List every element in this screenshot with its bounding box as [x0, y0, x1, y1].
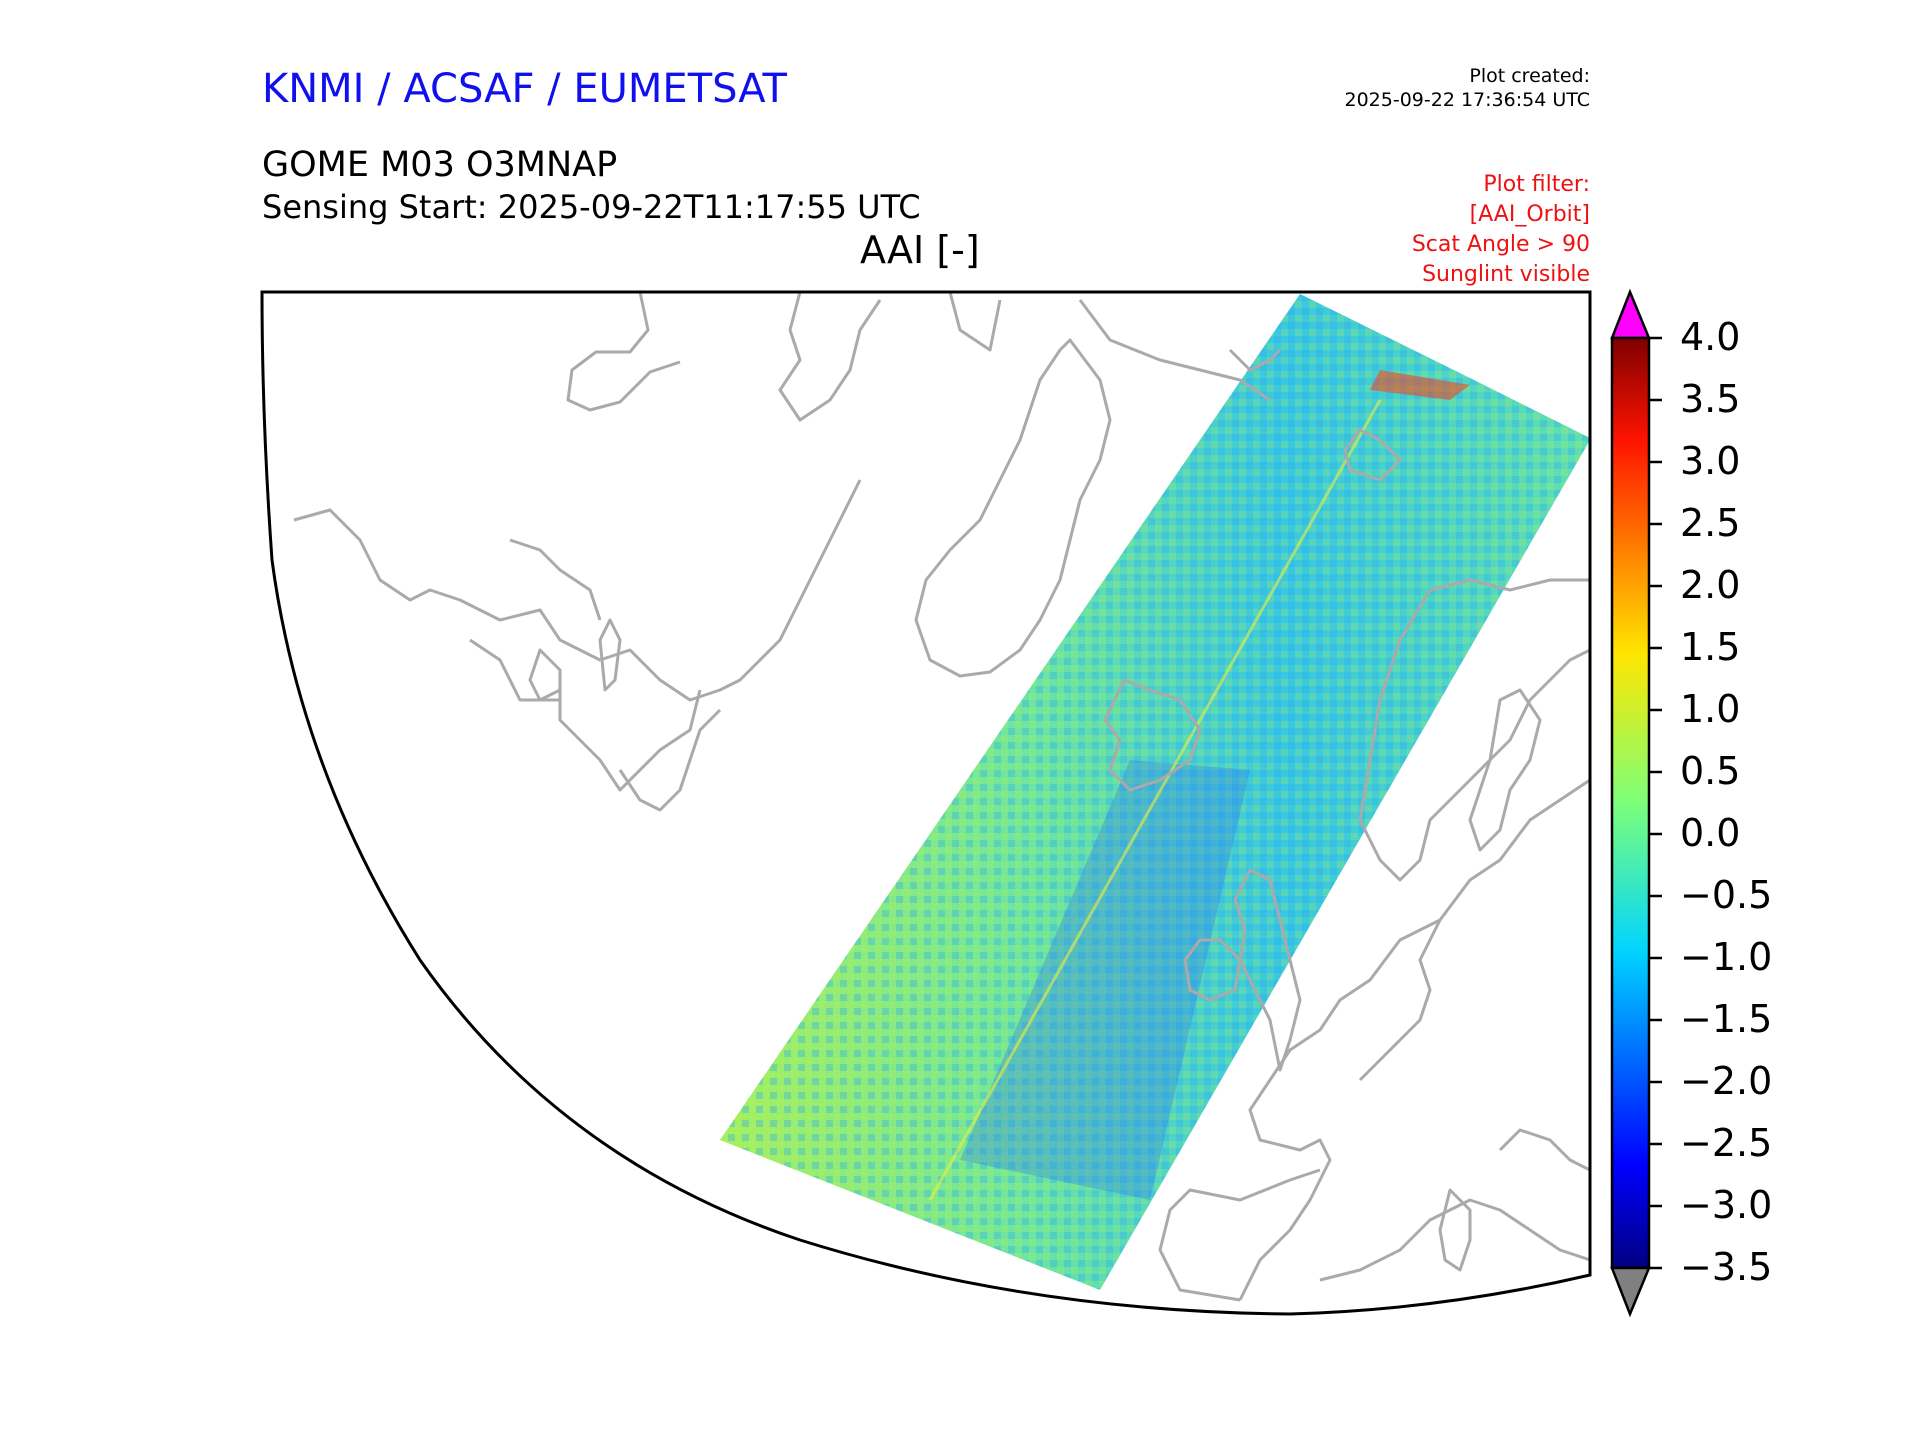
colorbar-tick-label: 4.0 — [1680, 315, 1741, 359]
colorbar-tick-label: 1.5 — [1680, 625, 1741, 669]
colorbar-scale — [1610, 336, 1651, 1270]
colorbar-tick-label: 2.5 — [1680, 501, 1741, 545]
colorbar-tick-label: −3.0 — [1680, 1183, 1773, 1227]
product-name: GOME M03 O3MNAP — [262, 145, 618, 185]
sensing-start: Sensing Start: 2025-09-22T11:17:55 UTC — [262, 188, 921, 226]
colorbar-tick-label: −0.5 — [1680, 873, 1773, 917]
plot-filter-line: Scat Angle > 90 — [1411, 232, 1590, 257]
colorbar-under-arrow — [1610, 1266, 1651, 1318]
map-frame — [260, 290, 1592, 1316]
colorbar-tick-label: 2.0 — [1680, 563, 1741, 607]
colorbar — [1610, 288, 1662, 1318]
plot-created-time: 2025-09-22 17:36:54 UTC — [1344, 89, 1591, 111]
colorbar-tick-label: −1.5 — [1680, 997, 1773, 1041]
plot-created-label: Plot created: — [1469, 65, 1590, 87]
colorbar-tick-label: −2.5 — [1680, 1121, 1773, 1165]
colorbar-tick-label: 0.0 — [1680, 811, 1741, 855]
plot-filter-line: Sunglint visible — [1422, 262, 1590, 287]
plot-filter-line: [AAI_Orbit] — [1469, 202, 1590, 227]
colorbar-tick-label: 1.0 — [1680, 687, 1741, 731]
plot-title: AAI [-] — [860, 228, 980, 272]
colorbar-tick-label: 3.0 — [1680, 439, 1741, 483]
aai-swath — [720, 294, 1590, 1290]
plot-created-info: Plot created: 2025-09-22 17:36:54 UTC — [1345, 64, 1591, 112]
map-area — [262, 292, 1590, 1314]
colorbar-tick-label: −3.5 — [1680, 1245, 1773, 1289]
plot-filter: Plot filter: [AAI_Orbit] Scat Angle > 90… — [1412, 170, 1590, 290]
colorbar-tick-label: 0.5 — [1680, 749, 1741, 793]
colorbar-tick-label: −2.0 — [1680, 1059, 1773, 1103]
colorbar-tick-label: 3.5 — [1680, 377, 1741, 421]
coastlines — [293, 292, 1590, 1302]
colorbar-tick-label: −1.0 — [1680, 935, 1773, 979]
organization-title: KNMI / ACSAF / EUMETSAT — [262, 66, 787, 112]
plot-filter-label: Plot filter: — [1483, 172, 1590, 197]
colorbar-over-arrow — [1610, 288, 1651, 340]
